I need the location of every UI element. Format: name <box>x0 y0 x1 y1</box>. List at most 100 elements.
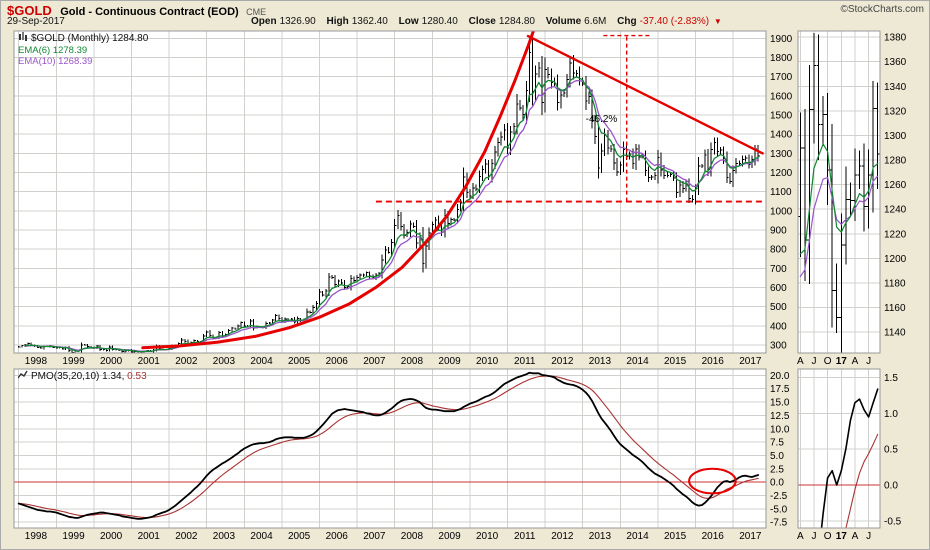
quote-summary: Open 1326.90 High 1362.40 Low 1280.40 Close… <box>251 16 722 27</box>
svg-text:2013: 2013 <box>589 531 612 542</box>
pmo-highlight-ellipse <box>688 467 737 495</box>
svg-text:-46.2%: -46.2% <box>586 114 618 125</box>
pmo-legend: PMO(35,20,10) 1.34, 0.53 <box>17 370 147 383</box>
svg-text:17: 17 <box>836 356 848 367</box>
svg-text:A: A <box>852 531 859 542</box>
svg-text:17: 17 <box>836 531 848 542</box>
volume-label: Volume <box>545 16 582 27</box>
svg-text:1360: 1360 <box>884 57 907 68</box>
svg-text:1999: 1999 <box>62 356 85 367</box>
svg-text:1180: 1180 <box>884 278 906 289</box>
svg-text:1380: 1380 <box>884 33 907 44</box>
svg-text:1.5: 1.5 <box>884 373 898 384</box>
high-label: High <box>326 16 349 27</box>
svg-text:0.0: 0.0 <box>770 478 784 489</box>
svg-text:1100: 1100 <box>770 187 792 198</box>
svg-text:1300: 1300 <box>884 131 907 142</box>
svg-text:2006: 2006 <box>326 356 349 367</box>
svg-text:2017: 2017 <box>739 531 762 542</box>
svg-text:2003: 2003 <box>213 356 236 367</box>
svg-text:2016: 2016 <box>702 356 725 367</box>
svg-text:2010: 2010 <box>476 531 499 542</box>
svg-text:1600: 1600 <box>770 91 793 102</box>
svg-text:400: 400 <box>770 321 787 332</box>
svg-text:1240: 1240 <box>884 205 907 216</box>
svg-text:2012: 2012 <box>551 531 574 542</box>
svg-text:2004: 2004 <box>250 531 273 542</box>
svg-text:-7.5: -7.5 <box>770 518 788 529</box>
svg-text:2015: 2015 <box>664 531 687 542</box>
svg-text:0.0: 0.0 <box>884 481 898 492</box>
svg-text:O: O <box>824 531 832 542</box>
svg-text:700: 700 <box>770 264 787 275</box>
svg-text:300: 300 <box>770 340 787 351</box>
svg-text:A: A <box>852 356 859 367</box>
chart-header: $GOLD Gold - Continuous Contract (EOD) C… <box>7 2 266 20</box>
svg-text:0.5: 0.5 <box>884 445 898 456</box>
line-chart-icon <box>17 370 28 383</box>
svg-text:1260: 1260 <box>884 180 907 191</box>
svg-text:2009: 2009 <box>438 531 461 542</box>
close-label: Close <box>468 16 496 27</box>
pmo-signal-value: 0.53 <box>127 371 147 382</box>
svg-text:1340: 1340 <box>884 82 907 93</box>
svg-text:1900: 1900 <box>770 34 793 45</box>
ticker-symbol: $GOLD <box>7 3 52 18</box>
svg-text:20.0: 20.0 <box>770 371 790 382</box>
volume-value: 6.6M <box>584 16 607 27</box>
open-value: 1326.90 <box>279 16 316 27</box>
svg-text:2007: 2007 <box>363 356 386 367</box>
svg-text:2000: 2000 <box>100 356 123 367</box>
high-value: 1362.40 <box>351 16 388 27</box>
svg-text:600: 600 <box>770 283 787 294</box>
svg-text:2001: 2001 <box>138 531 161 542</box>
svg-text:A: A <box>797 356 804 367</box>
svg-text:1000: 1000 <box>770 206 793 217</box>
svg-text:10.0: 10.0 <box>770 424 790 435</box>
svg-text:2017: 2017 <box>739 356 762 367</box>
svg-text:2011: 2011 <box>514 356 536 367</box>
svg-text:2016: 2016 <box>702 531 725 542</box>
svg-text:1200: 1200 <box>770 168 793 179</box>
svg-text:-0.5: -0.5 <box>884 516 902 527</box>
svg-text:500: 500 <box>770 302 787 313</box>
svg-text:1200: 1200 <box>884 254 907 265</box>
svg-text:2005: 2005 <box>288 356 311 367</box>
svg-text:2005: 2005 <box>288 531 311 542</box>
svg-text:1999: 1999 <box>62 531 85 542</box>
svg-text:2010: 2010 <box>476 356 499 367</box>
svg-text:-5.0: -5.0 <box>770 504 788 515</box>
svg-text:J: J <box>866 356 871 367</box>
svg-text:15.0: 15.0 <box>770 398 790 409</box>
svg-text:2000: 2000 <box>100 531 123 542</box>
svg-text:A: A <box>797 531 804 542</box>
svg-text:17.5: 17.5 <box>770 384 790 395</box>
svg-text:800: 800 <box>770 245 787 256</box>
chg-value: -37.40 (-2.83%) <box>639 16 710 27</box>
svg-text:J: J <box>866 531 871 542</box>
svg-text:7.5: 7.5 <box>770 438 784 449</box>
svg-text:1160: 1160 <box>884 303 906 314</box>
svg-text:2003: 2003 <box>213 531 236 542</box>
svg-text:2001: 2001 <box>138 356 161 367</box>
axis-labels: 300 400 500 600 700 800 900 1000 1100 1200 1300 140… <box>25 33 907 542</box>
chart-date: 29-Sep-2017 <box>7 16 65 27</box>
open-label: Open <box>251 16 277 27</box>
svg-text:2002: 2002 <box>175 531 198 542</box>
svg-text:-2.5: -2.5 <box>770 491 788 502</box>
svg-text:1320: 1320 <box>884 106 907 117</box>
svg-text:2012: 2012 <box>551 356 574 367</box>
svg-text:2002: 2002 <box>175 356 198 367</box>
svg-text:2014: 2014 <box>626 531 649 542</box>
svg-text:2007: 2007 <box>363 531 386 542</box>
copyright-link[interactable]: ©StockCharts.com <box>840 4 924 15</box>
svg-text:2008: 2008 <box>401 531 424 542</box>
svg-text:2011: 2011 <box>514 531 536 542</box>
svg-text:2004: 2004 <box>250 356 273 367</box>
svg-text:J: J <box>811 531 816 542</box>
chg-label: Chg <box>617 16 637 27</box>
svg-text:1998: 1998 <box>25 531 48 542</box>
svg-text:12.5: 12.5 <box>770 411 790 422</box>
